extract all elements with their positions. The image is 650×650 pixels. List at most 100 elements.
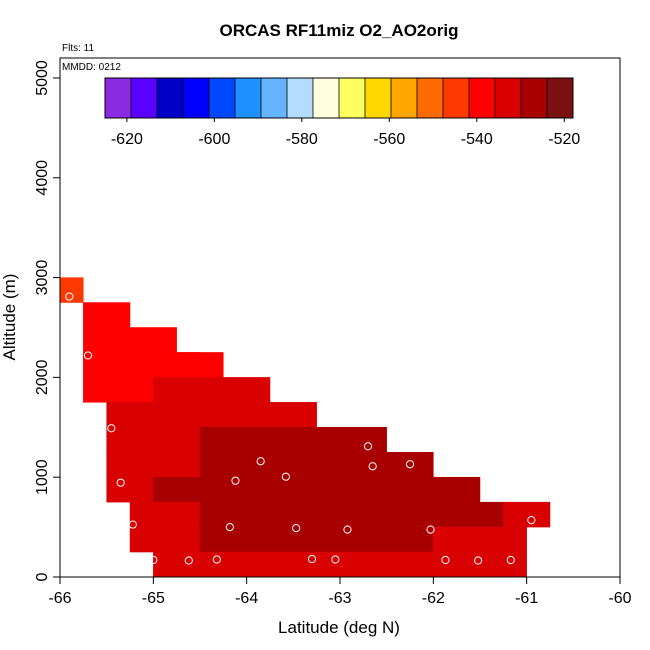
colorbar-tick-label: -600	[198, 131, 230, 148]
sample-point	[368, 462, 377, 471]
sample-point	[506, 555, 515, 565]
colorbar-band	[553, 78, 561, 118]
colorbar-band	[202, 78, 210, 118]
sample-point	[107, 424, 116, 433]
sample-points	[65, 292, 536, 565]
x-tick-label: -65	[142, 590, 165, 607]
heatmap-cell	[433, 551, 527, 578]
colorbar-band	[111, 78, 119, 118]
colorbar-band	[313, 78, 320, 118]
colorbar-band	[358, 78, 366, 118]
sample-point	[281, 472, 290, 481]
heatmap-cell	[106, 451, 201, 478]
colorbar-band	[423, 78, 431, 118]
colorbar-band	[105, 78, 112, 118]
sample-point	[307, 554, 317, 564]
y-tick-label: 5000	[34, 60, 51, 96]
sample-point	[527, 516, 536, 525]
colorbar-band	[319, 78, 327, 118]
chart-title: ORCAS RF11miz O2_AO2orig	[219, 21, 458, 40]
colorbar-band	[371, 78, 379, 118]
colorbar-band	[391, 78, 398, 118]
colorbar-band	[417, 78, 424, 118]
x-axis: -66 -65 -64 -63 -62 -61 -60	[48, 577, 632, 607]
heatmap-cells	[59, 277, 551, 578]
colorbar-band	[137, 78, 145, 118]
y-tick-label: 4000	[34, 160, 51, 196]
heatmap-cell	[433, 501, 504, 528]
x-tick-label: -62	[422, 590, 445, 607]
x-tick-label: -64	[235, 590, 258, 607]
colorbar-band	[488, 78, 496, 118]
x-axis-label: Latitude (deg N)	[278, 618, 400, 637]
colorbar-band	[410, 78, 418, 118]
colorbar-band	[560, 78, 567, 118]
heatmap-cell	[503, 501, 551, 528]
heatmap-cell	[223, 377, 271, 403]
colorbar-band	[339, 78, 346, 118]
x-tick-label: -66	[48, 590, 71, 607]
colorbar-band	[475, 78, 483, 118]
colorbar-band	[241, 78, 249, 118]
sample-point	[331, 555, 340, 564]
colorbar-band	[352, 78, 359, 118]
colorbar-band	[404, 78, 411, 118]
colorbar-band	[189, 78, 197, 118]
heatmap-cell	[199, 526, 341, 553]
colorbar-band	[378, 78, 385, 118]
colorbar-band	[345, 78, 353, 118]
heatmap-cell	[433, 476, 481, 503]
colorbar-band	[430, 78, 437, 118]
colorbar-frame	[104, 77, 574, 119]
colorbar-band	[527, 78, 535, 118]
sample-point	[292, 523, 301, 533]
colorbar-band	[449, 78, 457, 118]
colorbar-band	[534, 78, 541, 118]
sample-point	[441, 555, 450, 565]
y-tick-label: 0	[34, 572, 51, 581]
colorbar-band	[131, 78, 138, 118]
colorbar-band	[501, 78, 509, 118]
heatmap-cell	[433, 526, 527, 553]
x-tick-label: -63	[328, 590, 351, 607]
sample-point	[405, 460, 415, 469]
sample-point	[343, 525, 352, 534]
heatmap-cell	[176, 352, 224, 378]
sample-point	[128, 520, 137, 529]
flights-note: Flts: 11	[62, 43, 94, 54]
colorbar-band	[326, 78, 333, 118]
heatmap-cell	[129, 327, 177, 353]
colorbar-band	[508, 78, 515, 118]
sample-point	[83, 351, 93, 360]
colorbar-band	[235, 78, 242, 118]
colorbar-band	[443, 78, 450, 118]
colorbar-band	[228, 78, 236, 118]
colorbar-tick-label: -580	[286, 131, 318, 148]
colorbar-band	[222, 78, 229, 118]
colorbar-band	[267, 78, 275, 118]
colorbar-tick-label: -560	[373, 131, 405, 148]
heatmap-cell	[83, 352, 107, 378]
sample-point	[474, 556, 483, 565]
heatmap-cell	[106, 476, 154, 503]
x-tick-label: -60	[608, 590, 631, 607]
sample-point	[212, 555, 221, 564]
colorbar-band	[547, 78, 554, 118]
heatmap-cell	[339, 526, 434, 553]
sample-point	[149, 555, 158, 565]
colorbar-band	[332, 78, 340, 118]
colorbar-band	[196, 78, 203, 118]
colorbar-band	[209, 78, 216, 118]
colorbar-band	[293, 78, 301, 118]
colorbar-band	[300, 78, 307, 118]
sample-point	[225, 522, 234, 532]
sample-point	[426, 525, 435, 534]
colorbar-tick-label: -520	[548, 131, 580, 148]
heatmap-cell	[153, 476, 294, 503]
colorbar-band	[482, 78, 489, 118]
colorbar-band	[384, 78, 392, 118]
y-axis: 0 1000 2000 3000 4000 5000	[34, 60, 60, 581]
colorbar-band	[183, 78, 190, 118]
colorbar-band	[124, 78, 132, 118]
